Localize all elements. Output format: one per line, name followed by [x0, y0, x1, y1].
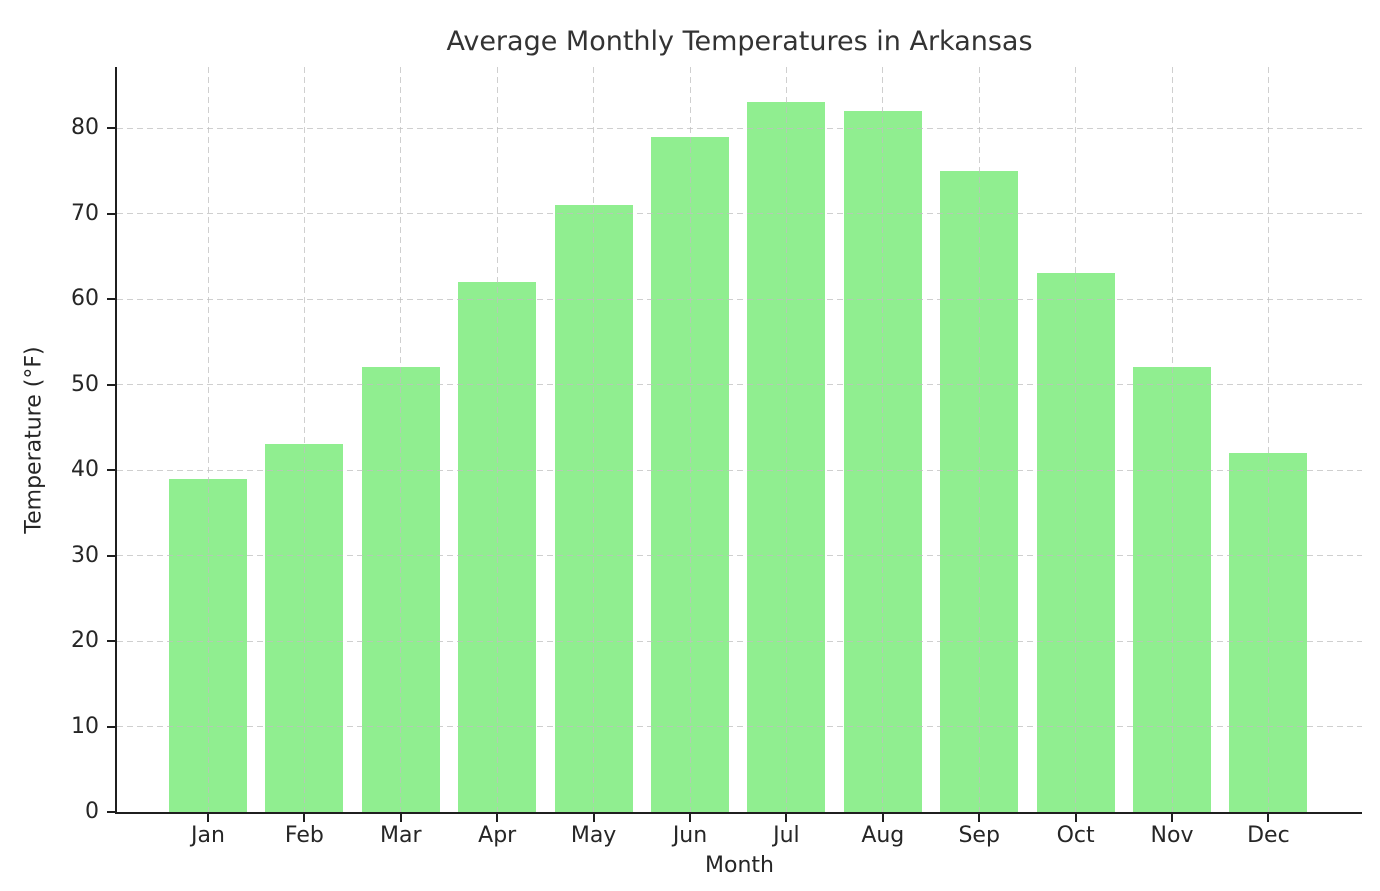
- gridline-vertical: [785, 67, 787, 812]
- gridline-horizontal: [117, 726, 1362, 727]
- y-tick-mark: [107, 725, 115, 728]
- x-tick-label: Jul: [773, 823, 800, 848]
- gridline-vertical: [207, 67, 209, 812]
- x-tick-mark: [592, 814, 595, 822]
- gridline-vertical: [1171, 67, 1173, 812]
- y-tick-label: 0: [85, 799, 99, 824]
- y-tick-mark: [107, 469, 115, 472]
- x-tick-label: Apr: [478, 823, 517, 848]
- x-tick-mark: [785, 814, 788, 822]
- x-tick-label: Nov: [1150, 823, 1194, 848]
- gridline-horizontal: [117, 298, 1362, 300]
- gridline-horizontal: [117, 127, 1362, 129]
- gridline-vertical: [593, 67, 595, 812]
- y-tick-label: 70: [71, 200, 99, 226]
- x-tick-mark: [207, 814, 209, 822]
- gridline-vertical: [496, 67, 498, 812]
- y-tick-label: 80: [71, 115, 99, 141]
- x-tick-label: Feb: [284, 823, 324, 848]
- gridline-horizontal: [117, 555, 1362, 557]
- x-tick-label: Sep: [958, 823, 1000, 848]
- chart-title: Average Monthly Temperatures in Arkansas: [446, 26, 1033, 57]
- x-tick-mark: [1267, 814, 1270, 822]
- x-tick-label: Jan: [191, 823, 225, 848]
- x-tick-mark: [978, 814, 981, 822]
- x-tick-mark: [399, 814, 402, 822]
- y-tick-label: 10: [71, 713, 99, 739]
- x-axis-label: Month: [705, 853, 774, 878]
- y-axis-label: Temperature (°F): [21, 346, 47, 534]
- x-tick-mark: [881, 814, 884, 822]
- x-tick-label: Mar: [380, 823, 422, 848]
- gridline-vertical: [882, 67, 884, 812]
- x-tick-mark: [303, 814, 306, 822]
- y-tick-mark: [107, 640, 115, 643]
- x-tick-mark: [496, 814, 499, 822]
- y-tick-label: 40: [71, 457, 99, 483]
- x-tick-label: Jun: [672, 823, 708, 848]
- x-tick-mark: [1074, 814, 1077, 822]
- gridline-horizontal: [117, 640, 1362, 642]
- x-tick-label: May: [570, 823, 617, 848]
- plot-area: 0 10 20 30 40 50 60 70 80 Jan Feb Mar Apr May Jun Jul Au…: [71, 67, 1362, 848]
- y-tick-mark: [107, 383, 115, 386]
- gridline-vertical: [1075, 67, 1077, 812]
- x-tick-label: Aug: [861, 823, 905, 848]
- y-tick-label: 30: [71, 542, 99, 568]
- y-tick-mark: [107, 212, 115, 215]
- gridline-horizontal: [117, 213, 1362, 215]
- x-tick-mark: [1171, 814, 1173, 822]
- gridline-vertical: [978, 67, 980, 812]
- y-tick-mark: [107, 554, 115, 557]
- y-tick-label: 20: [71, 628, 99, 654]
- gridline-vertical: [1267, 67, 1269, 812]
- y-tick-mark: [107, 811, 115, 813]
- y-tick-mark: [107, 127, 115, 130]
- x-tick-label: Dec: [1247, 823, 1290, 848]
- x-tick-label: Oct: [1056, 823, 1095, 848]
- x-tick-mark: [689, 814, 691, 822]
- gridline-vertical: [689, 67, 691, 812]
- y-tick-label: 60: [71, 286, 99, 312]
- gridline-horizontal: [117, 384, 1362, 386]
- gridline-vertical: [303, 67, 305, 812]
- y-tick-mark: [107, 298, 115, 301]
- gridline-horizontal: [117, 469, 1362, 471]
- gridline-vertical: [400, 67, 402, 812]
- y-tick-label: 50: [71, 371, 99, 397]
